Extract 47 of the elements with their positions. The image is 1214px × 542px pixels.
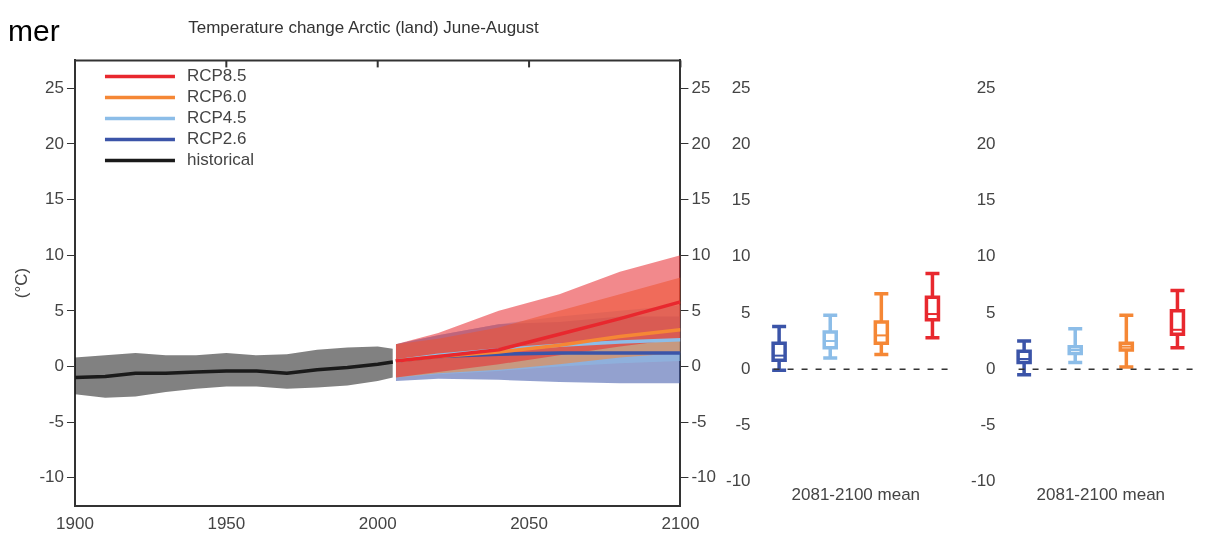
- y-tick-label: 15: [45, 189, 64, 209]
- y-tick-label: 5: [986, 302, 996, 322]
- y-tick-label: -10: [970, 471, 996, 491]
- y-tick-label: -10: [725, 471, 751, 491]
- y-tick-label: 10: [731, 246, 751, 266]
- y2-tick-label: 20: [691, 133, 711, 153]
- legend-label: RCP8.5: [186, 66, 247, 86]
- y-tick-label: 10: [976, 246, 996, 266]
- x-tick-label: 2000: [358, 514, 397, 534]
- legend-label: historical: [186, 150, 255, 170]
- y-tick-label: -5: [735, 415, 751, 435]
- y-tick-label: 20: [45, 133, 64, 153]
- y-tick-label: 5: [54, 300, 64, 320]
- y2-tick-label: 10: [691, 244, 711, 264]
- legend-label: RCP2.6: [186, 129, 247, 149]
- x-tick-label: 1900: [56, 514, 94, 534]
- x-axis-title: 2081-2100 mean: [791, 485, 921, 505]
- y-axis-title: (°C): [11, 267, 31, 299]
- y-tick-label: 5: [741, 302, 751, 322]
- x-tick-label: 2100: [661, 514, 700, 534]
- y-tick-label: -10: [39, 467, 64, 487]
- y2-tick-label: 25: [691, 77, 711, 97]
- y-tick-label: 25: [731, 77, 751, 97]
- y2-tick-label: -10: [691, 467, 717, 487]
- legend-label: RCP4.5: [186, 108, 247, 128]
- y-tick-label: 25: [45, 77, 64, 97]
- y2-tick-label: 5: [691, 300, 701, 320]
- x-tick-label: 2050: [510, 514, 548, 534]
- y-tick-label: 0: [986, 358, 996, 378]
- legend-label: RCP6.0: [186, 87, 247, 107]
- y-tick-label: 20: [976, 133, 996, 153]
- y2-tick-label: 15: [691, 189, 711, 209]
- y-tick-label: 10: [45, 244, 64, 264]
- chart-title: Temperature change Arctic (land) June-August: [188, 17, 540, 37]
- y2-tick-label: -5: [691, 411, 707, 431]
- y-tick-label: 0: [741, 358, 751, 378]
- x-tick-label: 1950: [207, 514, 246, 534]
- y2-tick-label: 0: [691, 356, 701, 376]
- y-tick-label: 0: [54, 356, 64, 376]
- y-tick-label: 15: [731, 190, 751, 210]
- y-tick-label: 20: [731, 133, 751, 153]
- x-axis-title: 2081-2100 mean: [1036, 485, 1166, 505]
- y-tick-label: 25: [976, 77, 996, 97]
- y-tick-label: -5: [980, 415, 996, 435]
- y-tick-label: -5: [48, 411, 64, 431]
- text: mer: [8, 14, 60, 48]
- y-tick-label: 15: [976, 190, 996, 210]
